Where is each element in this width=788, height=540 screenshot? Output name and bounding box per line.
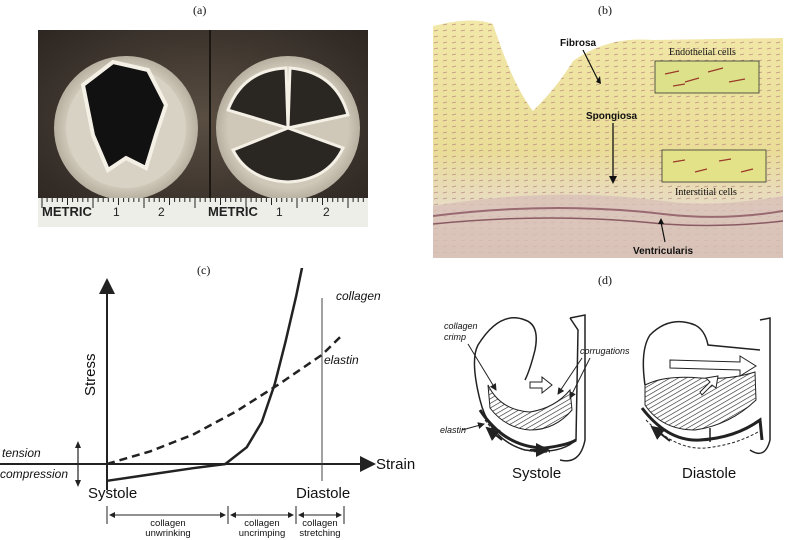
panel-label-c: (c) — [197, 263, 211, 277]
systole-label: Systole — [88, 485, 137, 502]
valve-photo: METRIC 1 2 METRIC 1 2 — [38, 30, 368, 227]
x-axis-label: Strain — [376, 456, 415, 473]
phase-label-unwrinking: collagen unwrinking — [145, 518, 190, 539]
ventricularis-label: Ventricularis — [633, 246, 693, 257]
elastin-label: elastin — [440, 425, 466, 435]
crimp-label: collagen crimp — [444, 321, 478, 342]
systole-leaflet — [473, 314, 586, 462]
metric-ruler: METRIC 1 2 METRIC 1 2 — [38, 198, 368, 227]
ruler-mark-left-1: 1 — [113, 205, 120, 219]
systole-caption: Systole — [512, 465, 561, 482]
diastole-label: Diastole — [296, 485, 350, 502]
diastole-caption: Diastole — [682, 465, 736, 482]
ruler-mark-right-2: 2 — [323, 205, 330, 219]
stress-strain-chart: Stress Strain tension compression Systol… — [0, 268, 415, 539]
panel-label-d: (d) — [598, 273, 612, 287]
valve-photo-drawing: METRIC 1 2 METRIC 1 2 — [38, 30, 368, 227]
histology-image: Endothelial cells Interstitial cells Fib… — [433, 16, 783, 258]
panel-label-b: (b) — [598, 3, 612, 17]
interstitial-inset — [661, 149, 767, 183]
series-collagen — [106, 268, 304, 483]
phase-label-stretching: collagen stretching — [299, 518, 340, 539]
spongiosa-label: Spongiosa — [586, 111, 638, 122]
ruler-mark-left-2: 2 — [158, 205, 165, 219]
endothelial-label: Endothelial cells — [669, 47, 736, 58]
tension-label: tension — [2, 446, 41, 460]
histology-drawing: Endothelial cells Interstitial cells Fib… — [433, 20, 783, 258]
interstitial-label: Interstitial cells — [675, 187, 737, 198]
ruler-text-right: METRIC — [208, 204, 258, 219]
compression-label: compression — [0, 467, 68, 481]
endothelial-inset — [654, 60, 760, 94]
y-axis-label: Stress — [82, 353, 99, 396]
diastole-leaflet — [640, 317, 771, 455]
panel-label-a: (a) — [193, 3, 207, 17]
ruler-mark-right-1: 1 — [276, 205, 283, 219]
open-valve — [54, 56, 198, 200]
ruler-text-left: METRIC — [42, 204, 92, 219]
phase-label-uncrimping: collagen uncrimping — [239, 518, 285, 539]
series-label-collagen: collagen — [336, 289, 381, 303]
corrugations-label: corrugations — [580, 346, 630, 356]
series-elastin — [106, 332, 345, 466]
series-label-elastin: elastin — [324, 353, 359, 367]
closed-valve — [216, 56, 360, 200]
fibrosa-label: Fibrosa — [560, 38, 597, 49]
leaflet-schematic: collagen crimp corrugations elastin Systo… — [440, 314, 771, 482]
